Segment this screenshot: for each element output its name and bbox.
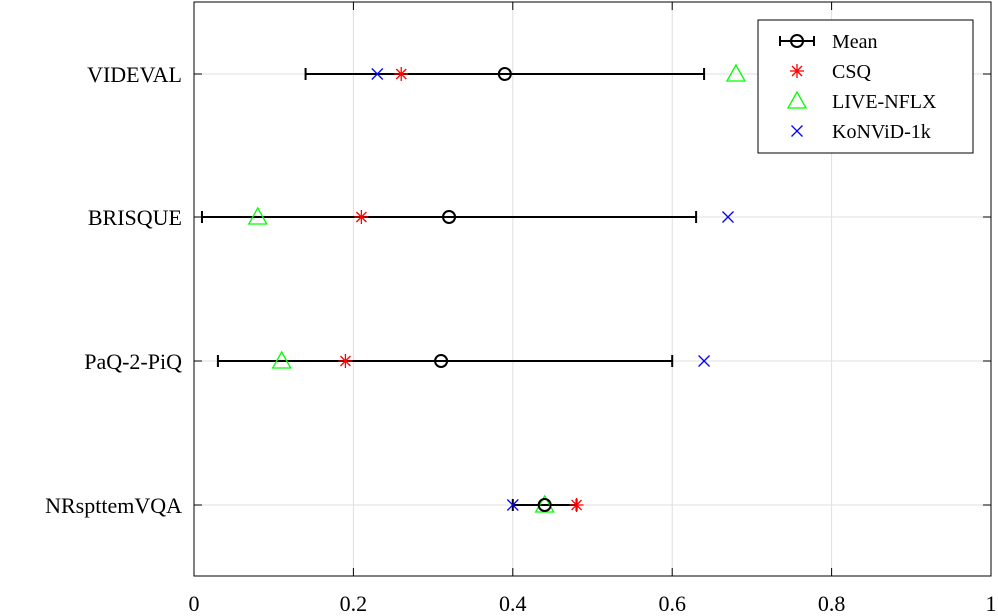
tick-marks — [193, 2, 992, 576]
circle-marker-shape — [790, 34, 804, 48]
x-tick-label: 0.4 — [499, 591, 527, 616]
asterisk-stroke — [571, 499, 583, 511]
cross-stroke — [791, 125, 803, 137]
csq-point-brisque — [354, 210, 369, 224]
live-nflx-point-paq-2-piq — [271, 350, 292, 369]
asterisk-stroke — [791, 65, 803, 77]
error-bar-paq-2-piq — [216, 355, 674, 367]
legend-label-csq: CSQ — [832, 61, 871, 83]
error-bar-videval — [304, 68, 706, 80]
legend-item-konvid-1k: KoNViD-1k — [791, 121, 931, 143]
legend-item-mean: Mean — [779, 31, 878, 53]
mean-point-brisque — [442, 210, 457, 224]
legend-marker-mean — [790, 34, 804, 48]
csq-point-nrspttemvqa — [569, 498, 584, 512]
triangle-marker-shape — [725, 63, 747, 82]
legend-label-live-nflx: LIVE-NFLX — [832, 91, 937, 113]
y-tick-label-brisque: BRISQUE — [88, 205, 182, 230]
x-tick-label: 0.6 — [658, 591, 686, 616]
circle-marker-shape — [434, 354, 449, 368]
legend-marker-konvid-1k — [791, 125, 803, 137]
triangle-marker-shape — [271, 350, 292, 369]
asterisk-stroke — [355, 211, 367, 223]
mean-point-paq-2-piq — [434, 354, 449, 368]
live-nflx-point-brisque — [247, 206, 268, 225]
csq-point-videval — [394, 67, 409, 81]
mean-point-videval — [497, 67, 512, 81]
cross-stroke — [371, 68, 384, 80]
konvid-1k-point-nrspttemvqa — [506, 499, 519, 511]
triangle-marker-shape — [247, 206, 268, 225]
x-tick-label: 1 — [986, 591, 997, 616]
asterisk-stroke — [339, 355, 351, 367]
legend-item-live-nflx: LIVE-NFLX — [786, 90, 937, 113]
x-tick-label: 0.2 — [340, 591, 368, 616]
legend-box — [757, 19, 974, 154]
konvid-1k-point-paq-2-piq — [698, 355, 711, 367]
legend-marker-csq — [790, 64, 804, 78]
y-tick-label-nrspttemvqa: NRspttemVQA — [45, 493, 182, 518]
error-bars — [200, 68, 706, 511]
markers — [247, 63, 747, 513]
circle-marker-shape — [497, 67, 512, 81]
error-bar-brisque — [200, 211, 698, 223]
csq-point-paq-2-piq — [338, 354, 353, 368]
triangle-marker-shape — [786, 90, 808, 109]
y-tick-label-videval: VIDEVAL — [87, 62, 182, 87]
circle-marker-shape — [442, 210, 457, 224]
circle-marker-shape — [537, 498, 552, 512]
asterisk-stroke — [395, 68, 407, 80]
x-tick-label: 0 — [189, 591, 200, 616]
legend-label-mean: Mean — [832, 31, 878, 53]
cross-stroke — [698, 355, 711, 367]
konvid-1k-point-videval — [371, 68, 384, 80]
error-bar-nrspttemvqa — [511, 499, 578, 511]
mean-point-nrspttemvqa — [537, 498, 552, 512]
x-tick-labels: 0 0.2 0.4 0.6 0.8 1 — [189, 591, 997, 616]
konvid-1k-point-brisque — [722, 211, 734, 223]
legend-item-csq: CSQ — [790, 61, 871, 83]
y-tick-labels: VIDEVAL BRISQUE PaQ-2-PiQ NRspttemVQA — [45, 62, 182, 518]
legend-label-konvid-1k: KoNViD-1k — [832, 121, 931, 143]
legend: Mean CSQ LIVE-NFLX KoNViD-1k — [757, 19, 974, 154]
legend-marker-live-nflx — [786, 90, 808, 109]
x-tick-label: 0.8 — [818, 591, 846, 616]
cross-stroke — [506, 499, 519, 511]
plot-area-frame — [193, 1, 992, 577]
cross-stroke — [722, 211, 734, 223]
live-nflx-point-videval — [725, 63, 747, 82]
y-tick-label-paq-2-piq: PaQ-2-PiQ — [84, 349, 182, 374]
